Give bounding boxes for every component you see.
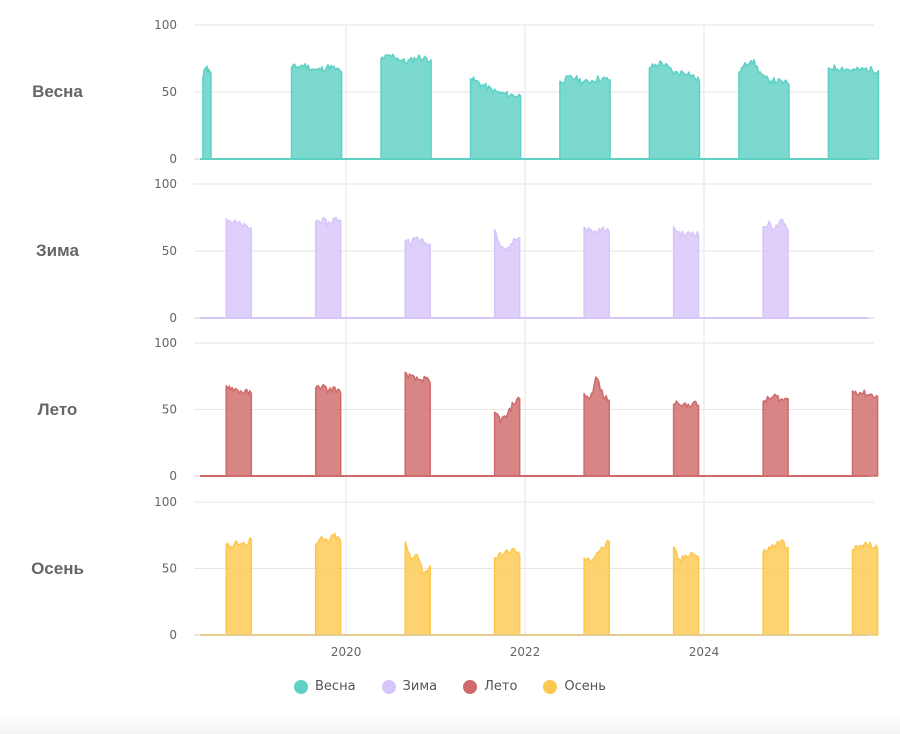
- y-tick-label: 0: [169, 469, 177, 483]
- area-block[interactable]: [672, 400, 700, 477]
- area-block[interactable]: [404, 371, 431, 477]
- row-label: Осень: [31, 558, 84, 578]
- row-label: Весна: [32, 82, 83, 101]
- legend: Весна Зима Лето Осень: [0, 679, 900, 694]
- area-block[interactable]: [290, 62, 343, 160]
- area-block[interactable]: [672, 546, 700, 636]
- area-block[interactable]: [672, 226, 700, 319]
- area-block[interactable]: [738, 58, 790, 160]
- area-block[interactable]: [380, 53, 432, 160]
- legend-item[interactable]: Лето: [463, 679, 517, 694]
- area-block[interactable]: [493, 547, 521, 636]
- legend-item[interactable]: Зима: [381, 679, 438, 694]
- legend-label: Лето: [484, 679, 518, 694]
- area-block[interactable]: [762, 393, 789, 477]
- y-tick-label: 50: [162, 403, 177, 417]
- area-block[interactable]: [851, 389, 879, 477]
- area-block[interactable]: [225, 218, 253, 319]
- area-block[interactable]: [404, 236, 431, 319]
- y-tick-label: 50: [162, 244, 177, 258]
- area-block[interactable]: [202, 65, 212, 160]
- y-tick-label: 0: [169, 628, 177, 642]
- area-block[interactable]: [827, 64, 880, 160]
- area-block[interactable]: [314, 216, 342, 319]
- area-block[interactable]: [851, 541, 879, 636]
- footer-shade: [0, 712, 900, 734]
- area-block[interactable]: [493, 228, 521, 319]
- y-tick-label: 50: [162, 562, 177, 576]
- area-block[interactable]: [314, 383, 342, 477]
- area-block[interactable]: [762, 539, 789, 636]
- row-label: Лето: [37, 399, 78, 419]
- x-tick-label: 2020: [331, 645, 362, 659]
- y-tick-label: 100: [154, 495, 177, 509]
- area-block[interactable]: [225, 384, 253, 477]
- legend-dot-icon: [294, 679, 309, 694]
- legend-label: Зима: [402, 679, 438, 694]
- area-block[interactable]: [469, 76, 522, 160]
- y-tick-label: 50: [162, 85, 177, 99]
- y-tick-label: 0: [169, 311, 177, 325]
- area-block[interactable]: [762, 218, 789, 319]
- area-block[interactable]: [583, 539, 610, 636]
- legend-dot-icon: [381, 679, 396, 694]
- area-block[interactable]: [559, 74, 611, 160]
- y-tick-label: 100: [154, 18, 177, 32]
- y-tick-label: 100: [154, 336, 177, 350]
- area-block[interactable]: [648, 60, 701, 160]
- legend-item[interactable]: Весна: [294, 679, 356, 694]
- legend-label: Осень: [564, 679, 606, 694]
- area-block[interactable]: [583, 376, 610, 477]
- legend-label: Весна: [315, 679, 356, 694]
- area-block[interactable]: [583, 226, 610, 319]
- y-tick-label: 0: [169, 152, 177, 166]
- area-block[interactable]: [493, 396, 521, 477]
- legend-dot-icon: [543, 679, 558, 694]
- area-block[interactable]: [314, 532, 342, 636]
- row-label: Зима: [36, 241, 79, 260]
- x-tick-label: 2022: [510, 645, 541, 659]
- y-tick-label: 100: [154, 177, 177, 191]
- x-tick-label: 2024: [689, 645, 720, 659]
- area-block[interactable]: [404, 541, 431, 636]
- area-block[interactable]: [225, 537, 253, 636]
- legend-dot-icon: [463, 679, 478, 694]
- legend-item[interactable]: Осень: [543, 679, 606, 694]
